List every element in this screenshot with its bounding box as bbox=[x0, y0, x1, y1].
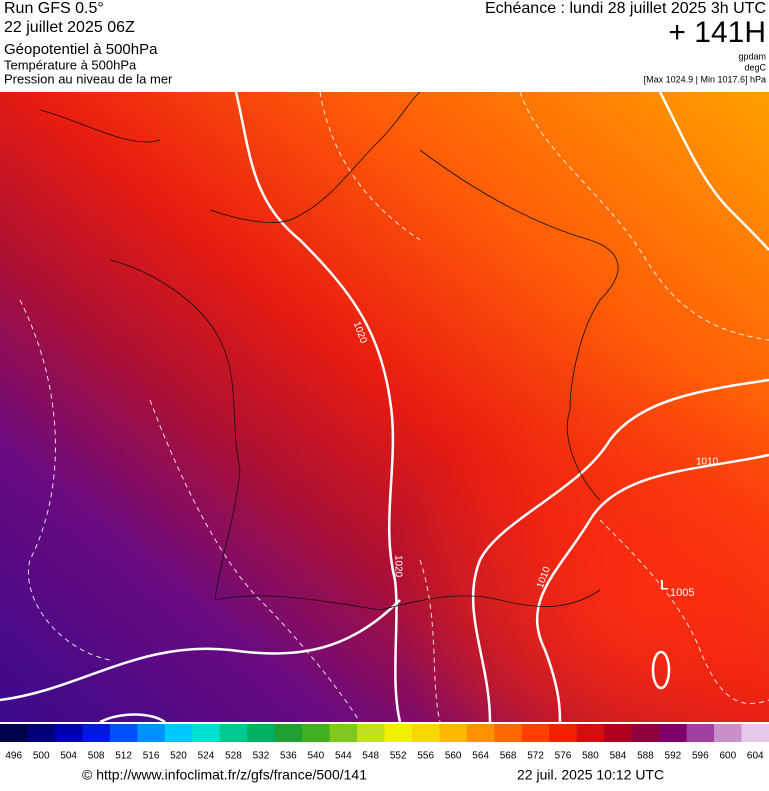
temperature-field-southeast bbox=[0, 92, 769, 722]
colorbar-tick-label: 504 bbox=[60, 751, 77, 762]
pressure-range: [Max 1024.9 | Min 1017.6] hPa bbox=[644, 74, 766, 84]
border bbox=[209, 91, 421, 223]
colorbar-tick-label: 528 bbox=[225, 751, 242, 762]
colorbar-tick-label: 500 bbox=[33, 751, 50, 762]
coastlines-borders bbox=[39, 91, 619, 611]
isobar bbox=[535, 453, 769, 723]
colorbar-tick-label: 496 bbox=[5, 751, 22, 762]
isobars bbox=[0, 91, 769, 724]
colorbar-cell bbox=[439, 724, 468, 742]
colorbar-tick-label: 568 bbox=[500, 751, 517, 762]
colorbar-tick-label: 564 bbox=[472, 751, 489, 762]
isobar bbox=[99, 713, 166, 724]
timestamp: 22 juil. 2025 10:12 UTC bbox=[517, 767, 664, 783]
map: 1020 1020 1010 1010 1010 L 1005 bbox=[0, 91, 769, 724]
lead-time: + 141H bbox=[668, 16, 766, 49]
footer: © http://www.infoclimat.fr/z/gfs/france/… bbox=[82, 767, 664, 783]
colorbar-tick-label: 536 bbox=[280, 751, 297, 762]
colorbar-cell bbox=[82, 724, 111, 742]
colorbar-cell bbox=[631, 724, 660, 742]
colorbar-cell bbox=[302, 724, 331, 742]
colorbar-tick-label: 548 bbox=[362, 751, 379, 762]
colorbar-cell bbox=[164, 724, 193, 742]
colorbar-tick-label: 576 bbox=[555, 751, 572, 762]
colorbar-cell bbox=[192, 724, 221, 742]
colorbar-tick-label: 580 bbox=[582, 751, 599, 762]
colorbar-tick-label: 512 bbox=[115, 751, 132, 762]
unit: gpdam bbox=[738, 51, 766, 61]
colorbar-cell bbox=[604, 724, 633, 742]
colorbar-cell bbox=[659, 724, 688, 742]
colorbar-cell bbox=[576, 724, 605, 742]
header-line: Pression au niveau de la mer bbox=[4, 71, 173, 86]
border bbox=[214, 589, 601, 611]
border bbox=[419, 149, 619, 501]
coastline bbox=[109, 259, 241, 601]
colorbar-tick-label: 556 bbox=[417, 751, 434, 762]
colorbar-cell bbox=[686, 724, 715, 742]
colorbar-tick-label: 572 bbox=[527, 751, 544, 762]
colorbar-cell bbox=[384, 724, 413, 742]
colorbar-tick-label: 592 bbox=[665, 751, 682, 762]
colorbar-tick-label: 544 bbox=[335, 751, 352, 762]
header-line: Géopotentiel à 500hPa bbox=[4, 41, 158, 58]
source: © http://www.infoclimat.fr/z/gfs/france/… bbox=[82, 767, 367, 783]
colorbar-tick-label: 600 bbox=[719, 751, 736, 762]
isobar bbox=[651, 650, 671, 690]
colorbar-tick-label: 552 bbox=[390, 751, 407, 762]
header-line: Run GFS 0.5° bbox=[4, 0, 104, 17]
low-label: 1005 bbox=[670, 587, 694, 599]
isobar-label: 1010 bbox=[696, 457, 719, 468]
contour bbox=[419, 559, 441, 723]
isobar bbox=[234, 91, 402, 723]
header: Run GFS 0.5° 22 juillet 2025 06Z Géopote… bbox=[4, 0, 767, 86]
isobar bbox=[471, 378, 769, 723]
colorbar-tick-label: 532 bbox=[253, 751, 270, 762]
colorbar: 496 500 504 508 512 516 520 524 528 532 536 540 544 5… bbox=[0, 724, 769, 762]
colorbar-cell bbox=[549, 724, 578, 742]
colorbar-cell bbox=[219, 724, 248, 742]
colorbar-cell bbox=[137, 724, 166, 742]
colorbar-cell bbox=[27, 724, 56, 742]
forecast-time: Echéance : lundi 28 juillet 2025 3h UTC bbox=[485, 0, 766, 17]
colorbar-tick-label: 560 bbox=[445, 751, 462, 762]
low-symbol: L bbox=[660, 577, 669, 593]
colorbar-tick-label: 524 bbox=[198, 751, 215, 762]
colorbar-cell bbox=[357, 724, 385, 742]
colorbar-cell bbox=[329, 724, 358, 742]
isobar bbox=[0, 599, 401, 702]
colorbar-tick-label: 596 bbox=[692, 751, 709, 762]
colorbar-cell bbox=[521, 724, 550, 742]
colorbar-tick-label: 516 bbox=[143, 751, 160, 762]
contour bbox=[599, 519, 769, 704]
colorbar-tick-label: 584 bbox=[610, 751, 627, 762]
colorbar-cell bbox=[741, 724, 769, 742]
contour bbox=[519, 91, 769, 341]
header-line: Température à 500hPa bbox=[4, 57, 137, 72]
contour bbox=[319, 91, 421, 241]
colorbar-cell bbox=[54, 724, 83, 742]
colorbar-tick-label: 508 bbox=[88, 751, 105, 762]
colorbar-cell bbox=[0, 724, 28, 742]
temperature-contours bbox=[19, 91, 769, 723]
colorbar-cell bbox=[494, 724, 523, 742]
contour bbox=[19, 299, 111, 661]
coastline bbox=[39, 109, 161, 143]
colorbar-tick-label: 520 bbox=[170, 751, 187, 762]
colorbar-cell bbox=[109, 724, 138, 742]
colorbar-cell bbox=[411, 724, 440, 742]
colorbar-cell bbox=[714, 724, 743, 742]
colorbar-cell bbox=[247, 724, 276, 742]
header-line: 22 juillet 2025 06Z bbox=[4, 19, 135, 36]
isobar bbox=[658, 91, 769, 251]
colorbar-tick-label: 540 bbox=[307, 751, 324, 762]
colorbar-cell bbox=[466, 724, 495, 742]
isobar-label: 1020 bbox=[392, 555, 403, 578]
unit: degC bbox=[744, 62, 766, 72]
colorbar-cell bbox=[274, 724, 303, 742]
colorbar-tick-label: 588 bbox=[637, 751, 654, 762]
colorbar-tick-label: 604 bbox=[747, 751, 764, 762]
